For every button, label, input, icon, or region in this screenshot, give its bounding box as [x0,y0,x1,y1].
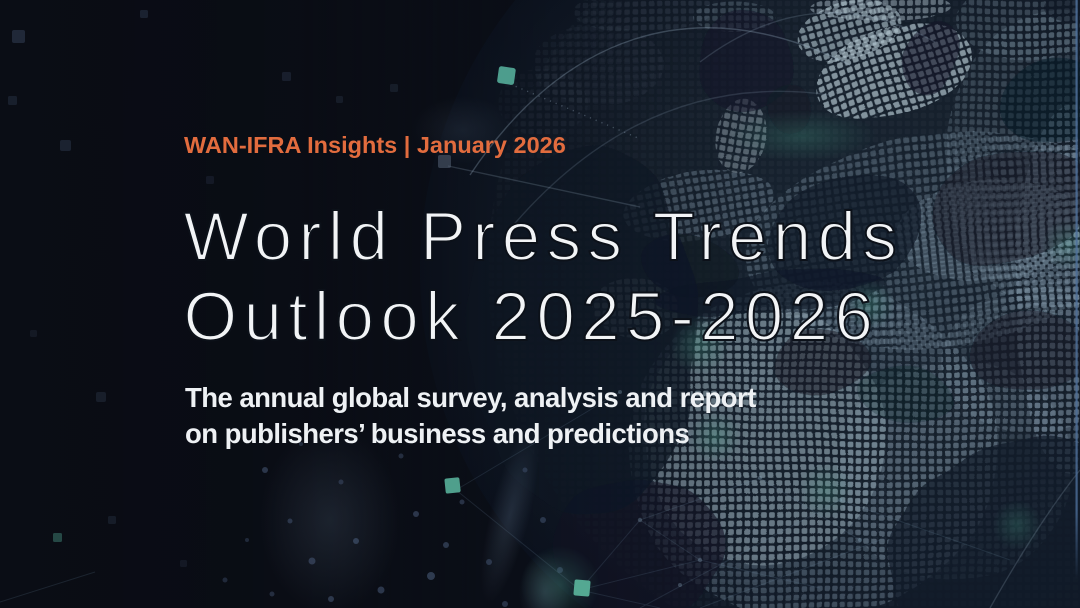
svg-text:World Press Trends: World Press Trends [184,198,904,275]
svg-text:Outlook 2025-2026: Outlook 2025-2026 [184,278,880,355]
